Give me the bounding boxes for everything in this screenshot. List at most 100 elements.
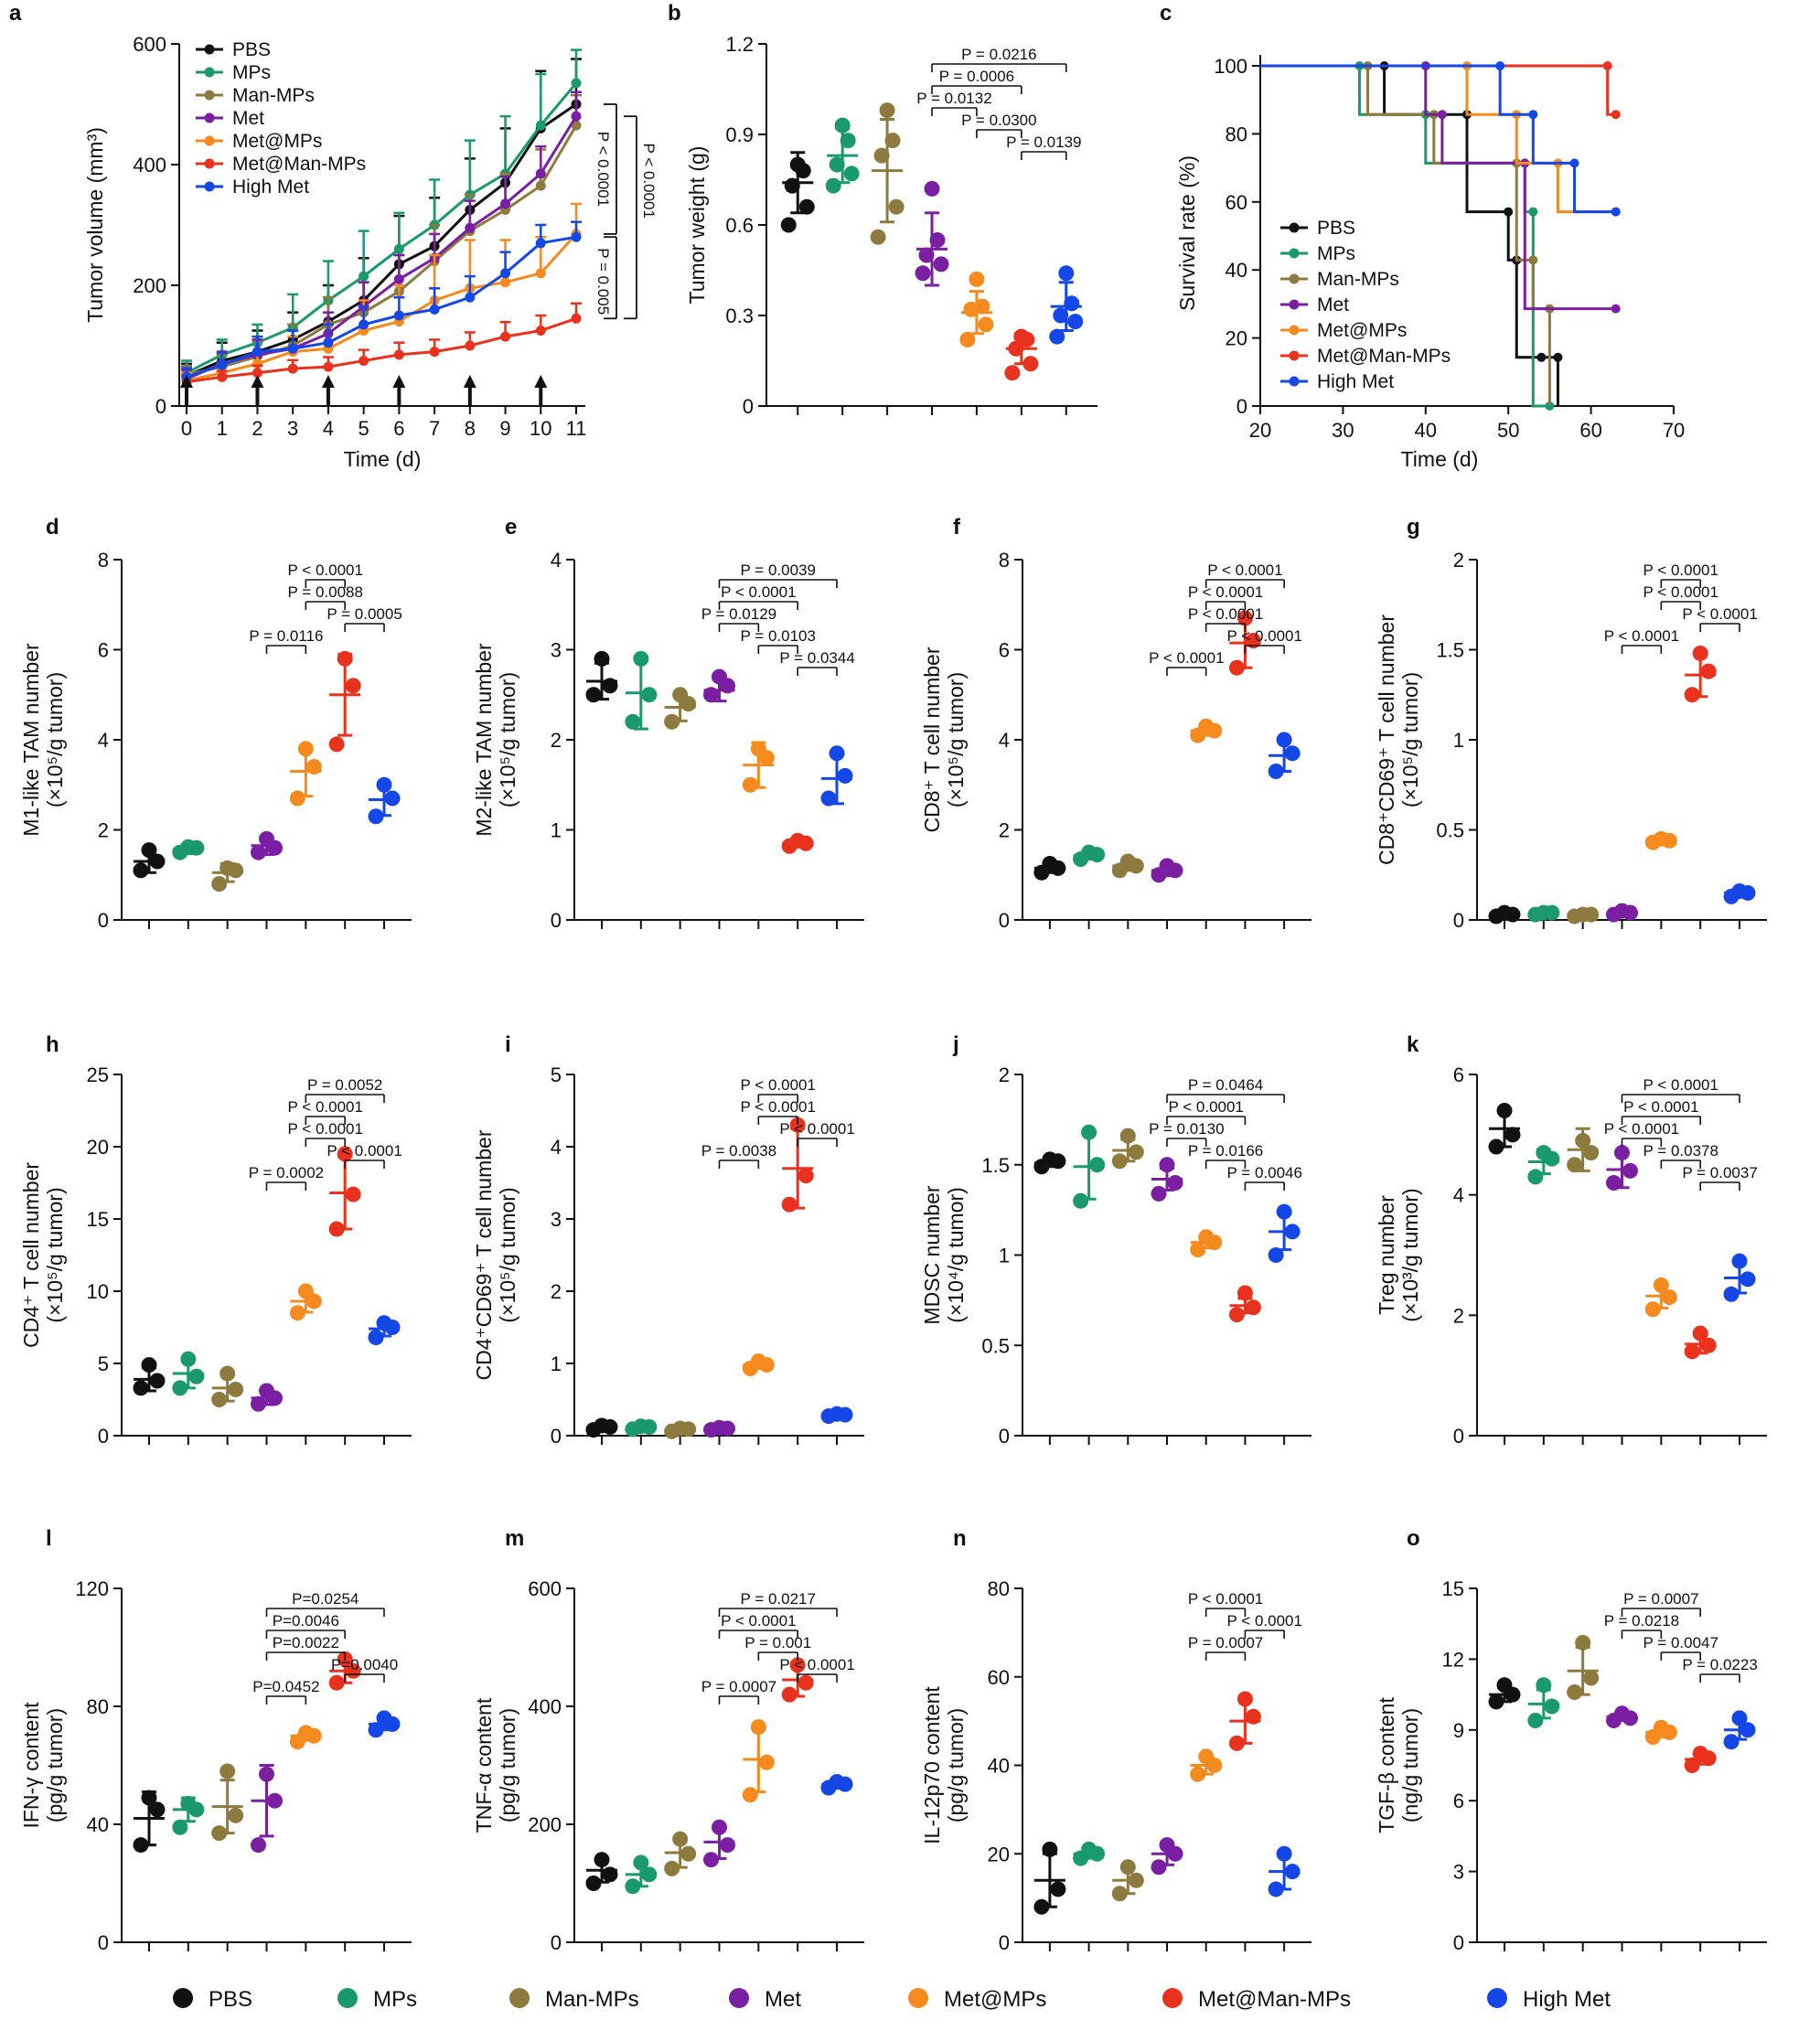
data-point <box>1700 1337 1717 1353</box>
data-point <box>1488 1138 1504 1155</box>
data-point <box>929 232 946 248</box>
data-point <box>915 265 931 282</box>
y-axis-unit: (×10⁴/g tumor) <box>944 1187 968 1323</box>
y-axis-unit: (×10⁵/g tumor) <box>43 1187 67 1322</box>
data-point <box>393 349 404 360</box>
data-point <box>1496 1103 1513 1118</box>
data-point <box>345 1186 361 1202</box>
data-point <box>1496 1677 1513 1694</box>
i-y-tick-label: 4 <box>551 1136 562 1159</box>
b-y-tick-label: 1.2 <box>725 33 754 56</box>
legend-swatch-dot <box>1289 350 1300 361</box>
data-point <box>180 1351 197 1367</box>
panel-label-k: k <box>1407 1032 1419 1057</box>
data-point <box>217 359 228 370</box>
data-point <box>289 1305 305 1321</box>
panel-label-c: c <box>1160 1 1172 26</box>
p-value-label: P < 0.0001 <box>327 1142 401 1160</box>
p-value-label: P < 0.0001 <box>1149 649 1224 667</box>
data-point <box>1731 1253 1748 1269</box>
data-point <box>172 1380 188 1396</box>
m-y-tick-label: 600 <box>528 1577 562 1600</box>
data-point <box>1159 858 1175 874</box>
legend-dot <box>173 1988 193 2008</box>
data-point <box>1644 1301 1661 1318</box>
y-axis-unit: (ng/g tumor) <box>1398 1708 1422 1822</box>
data-point <box>359 319 369 330</box>
data-point <box>133 862 149 879</box>
a-x-tick-label: 3 <box>287 417 298 440</box>
o-y-tick-label: 6 <box>1453 1790 1464 1812</box>
data-point <box>1190 1766 1206 1782</box>
p-value-label: P < 0.0001 <box>1643 1076 1718 1094</box>
data-point <box>594 1417 610 1434</box>
data-point <box>180 1795 197 1812</box>
c-x-tick-label: 50 <box>1497 419 1519 442</box>
p-value-label: P < 0.0001 <box>594 132 612 207</box>
data-point <box>1692 1325 1708 1341</box>
censor-point <box>1611 304 1621 314</box>
panel-label-i: i <box>505 1032 511 1057</box>
i-y-tick-label: 1 <box>551 1352 562 1375</box>
data-point <box>571 111 582 122</box>
data-point <box>879 102 895 119</box>
data-point <box>672 1831 689 1847</box>
data-point <box>978 316 994 333</box>
data-point <box>1042 1841 1058 1857</box>
c-y-tick-label: 40 <box>1226 259 1247 282</box>
p-value-label: P < 0.0001 <box>1643 561 1718 579</box>
legend-dot <box>908 1988 928 2008</box>
i-y-tick-label: 5 <box>551 1063 562 1086</box>
data-point <box>1575 906 1591 923</box>
censor-point <box>1437 110 1447 120</box>
data-point <box>219 1763 236 1780</box>
x-axis-label: Time (d) <box>1401 447 1479 471</box>
y-axis-label: CD4⁺CD69⁺ T cell number <box>472 1129 496 1380</box>
y-axis-unit: (×10³/g tumor) <box>1398 1188 1422 1321</box>
data-point <box>141 1357 157 1373</box>
survival-curve-Met@MPs <box>1260 64 1616 214</box>
d-y-tick-label: 4 <box>98 729 109 752</box>
data-point <box>384 790 401 807</box>
legend-label: High Met <box>1523 1987 1611 2012</box>
data-point <box>328 1674 345 1691</box>
data-point <box>217 371 228 382</box>
data-point <box>1268 1247 1284 1263</box>
g-y-tick-label: 1.5 <box>1436 639 1464 662</box>
legend-dot <box>729 1988 749 2008</box>
a-x-tick-label: 2 <box>252 417 262 440</box>
data-point <box>323 361 334 372</box>
y-axis-label: TGF-β content <box>1375 1697 1398 1833</box>
panel-b: 0 0.3 0.6 0.9 1.2 Tumor weight (g) P = 0.0216 P… <box>685 33 1097 418</box>
panel-label-m: m <box>505 1526 524 1551</box>
data-point <box>1237 1691 1253 1707</box>
data-point <box>1692 645 1708 661</box>
data-point <box>500 331 511 342</box>
data-point <box>1058 265 1075 282</box>
data-point <box>251 1395 266 1412</box>
censor-point <box>1611 110 1621 120</box>
data-point <box>1268 763 1284 779</box>
legend-dot <box>1162 1988 1183 2008</box>
legend-swatch-dot <box>204 135 215 146</box>
data-point <box>149 1373 166 1389</box>
data-point <box>180 839 197 855</box>
data-point <box>1575 1132 1591 1149</box>
data-point <box>720 1837 735 1854</box>
j-y-tick-label: 2 <box>999 1063 1010 1086</box>
p-value-label: P = 0.0344 <box>779 649 854 667</box>
panel-label-j: j <box>952 1032 959 1057</box>
p-value-label: P=0.0022 <box>273 1634 339 1651</box>
data-point <box>781 1686 798 1703</box>
legend-label: Met@MPs <box>232 131 322 152</box>
p-value-label: P = 0.0046 <box>1227 1164 1302 1181</box>
data-point <box>1276 1845 1292 1862</box>
p-value-label: P < 0.0001 <box>1168 1098 1243 1116</box>
legend-label: Met@MPs <box>1317 320 1407 341</box>
dosing-arrow-icon <box>321 375 335 406</box>
data-point <box>535 268 546 279</box>
data-point <box>1245 1299 1261 1316</box>
data-point <box>1583 1670 1600 1686</box>
panel-a: 0 200 400 600 0 1 2 3 4 5 6 7 8 9 10 11 Time (d) Tumor vo… <box>83 33 658 471</box>
